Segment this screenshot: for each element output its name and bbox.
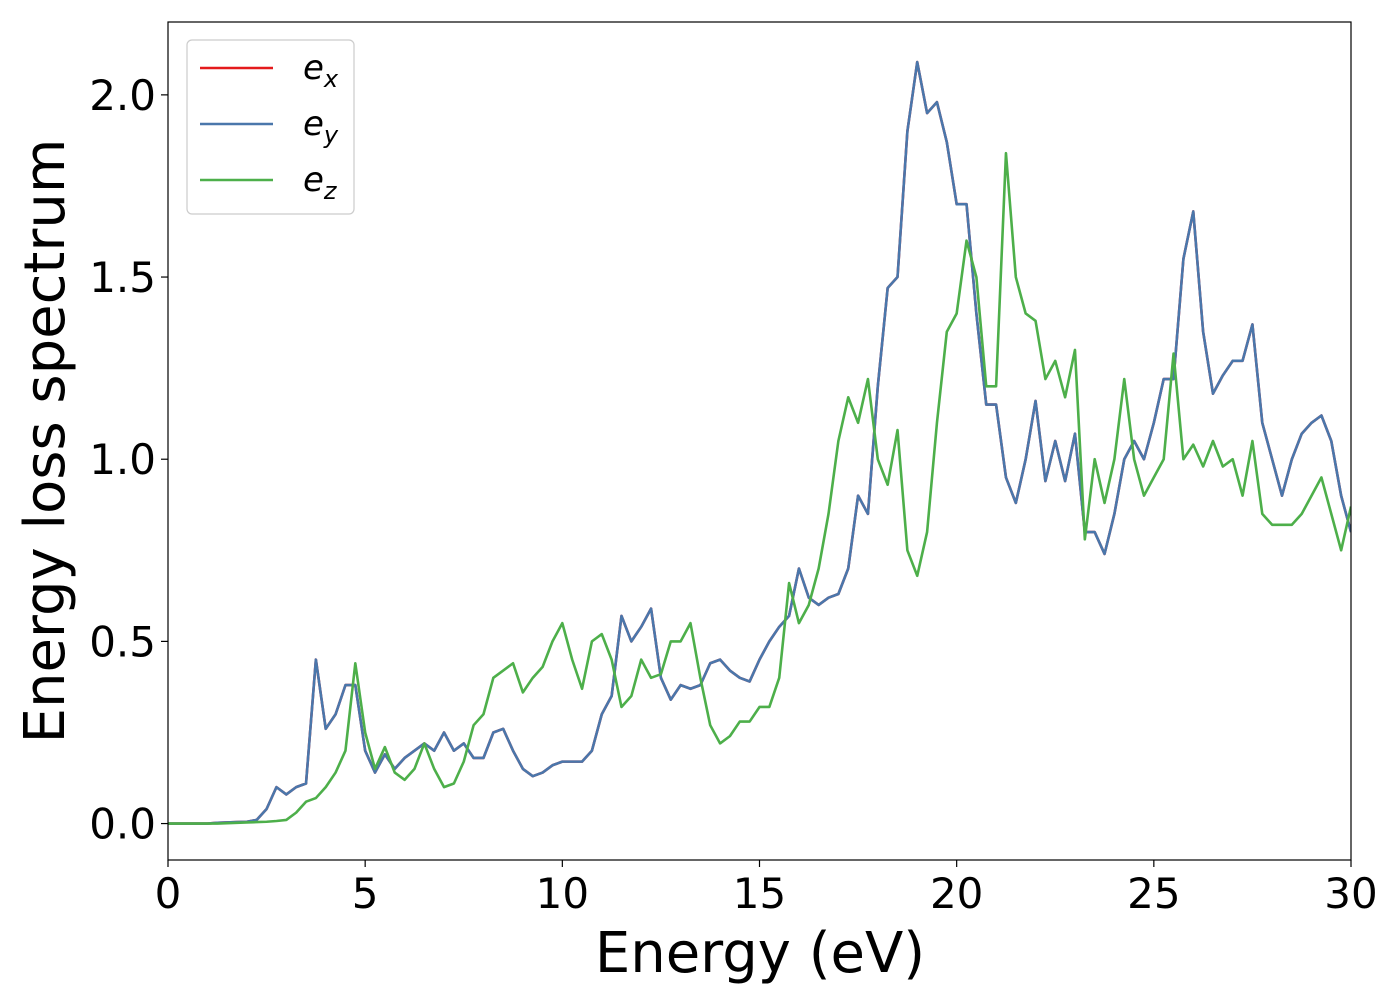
legend-label: ex: [303, 48, 339, 93]
x-tick-label: 10: [536, 869, 589, 918]
y-tick-label: 0.0: [89, 800, 156, 849]
y-tick-label: 1.5: [89, 253, 156, 302]
y-tick-label: 1.0: [89, 435, 156, 484]
legend-label: ey: [303, 104, 339, 149]
x-tick-label: 25: [1127, 869, 1180, 918]
plot-lines: [168, 60, 1351, 825]
x-tick-label: 0: [155, 869, 182, 918]
x-tick-label: 15: [733, 869, 786, 918]
x-tick-label: 5: [352, 869, 379, 918]
series-line: [168, 151, 1351, 825]
x-axis-label: Energy (eV): [595, 921, 925, 986]
x-tick-label: 20: [930, 869, 983, 918]
y-tick-label: 0.5: [89, 617, 156, 666]
y-axis-label: Energy loss spectrum: [13, 139, 78, 744]
series-line: [168, 60, 1351, 825]
y-tick-label: 2.0: [89, 71, 156, 120]
x-tick-label: 30: [1324, 869, 1377, 918]
legend-box: [186, 39, 355, 215]
